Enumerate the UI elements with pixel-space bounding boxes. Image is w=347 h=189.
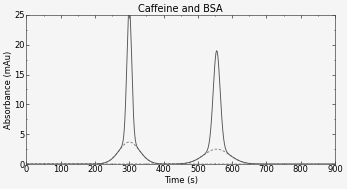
X-axis label: Time (s): Time (s)	[164, 176, 198, 185]
Title: Caffeine and BSA: Caffeine and BSA	[138, 4, 223, 14]
Y-axis label: Absorbance (mAu): Absorbance (mAu)	[4, 50, 13, 129]
